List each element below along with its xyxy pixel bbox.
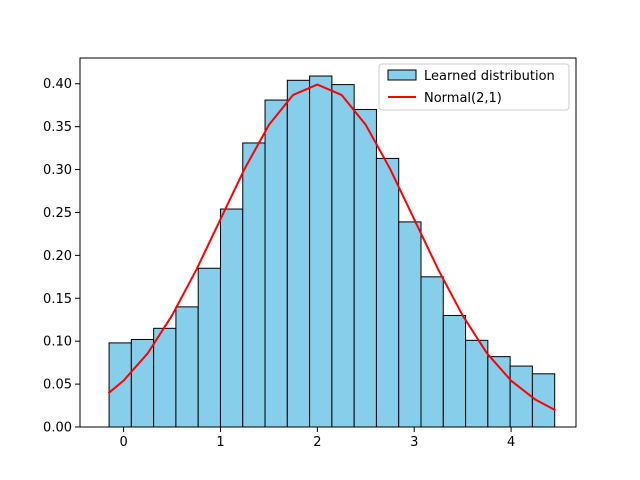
y-tick-label-7: 0.35 [43,120,72,135]
histogram-bar-1 [130,338,155,428]
x-tick-label-0: 0 [119,435,127,450]
histogram-bar-5 [219,208,244,428]
histogram-bar-2 [153,327,177,428]
y-tick-label-3: 0.15 [43,292,72,307]
histogram-bars [108,75,556,428]
plot-frame [79,57,577,428]
histogram-bar-6 [242,142,266,428]
legend-label-normal: Normal(2,1) [424,91,502,106]
legend: Learned distribution Normal(2,1) [378,63,570,111]
histogram-bar-8 [286,79,311,428]
y-tick-label-4: 0.20 [43,249,72,264]
y-tick-label-2: 0.10 [43,335,72,350]
y-axis: 0.00 0.05 0.10 0.15 0.20 0.25 0.30 0.35 0.40 [43,77,80,436]
histogram-bar-3 [175,306,199,428]
histogram-bar-0 [108,342,132,428]
y-tick-label-6: 0.30 [43,163,72,178]
x-tick-label-4: 4 [507,435,515,450]
normal-curve-line [108,83,556,411]
legend-swatch-learned [387,69,417,81]
y-tick-label-1: 0.05 [43,378,72,393]
histogram-bar-14 [420,276,444,428]
histogram-bar-11 [353,108,377,428]
histogram-bar-10 [331,84,355,428]
histogram-bar-16 [465,339,489,428]
x-tick-label-3: 3 [410,435,418,450]
normal-curve [108,83,556,411]
histogram-bar-12 [375,157,400,428]
x-axis: 0 1 2 3 4 [119,427,515,450]
x-tick-label-1: 1 [216,435,224,450]
histogram-bar-9 [309,75,333,428]
histogram-bar-7 [264,99,288,428]
x-tick-label-2: 2 [313,435,321,450]
y-tick-label-8: 0.40 [43,77,72,92]
y-tick-label-0: 0.00 [43,421,72,436]
histogram-bar-15 [442,314,467,428]
legend-box [378,63,570,111]
histogram-bar-4 [197,267,221,428]
y-tick-label-5: 0.25 [43,206,72,221]
legend-label-learned: Learned distribution [424,69,555,84]
histogram-bar-13 [398,221,422,428]
histogram-bar-18 [509,365,533,428]
